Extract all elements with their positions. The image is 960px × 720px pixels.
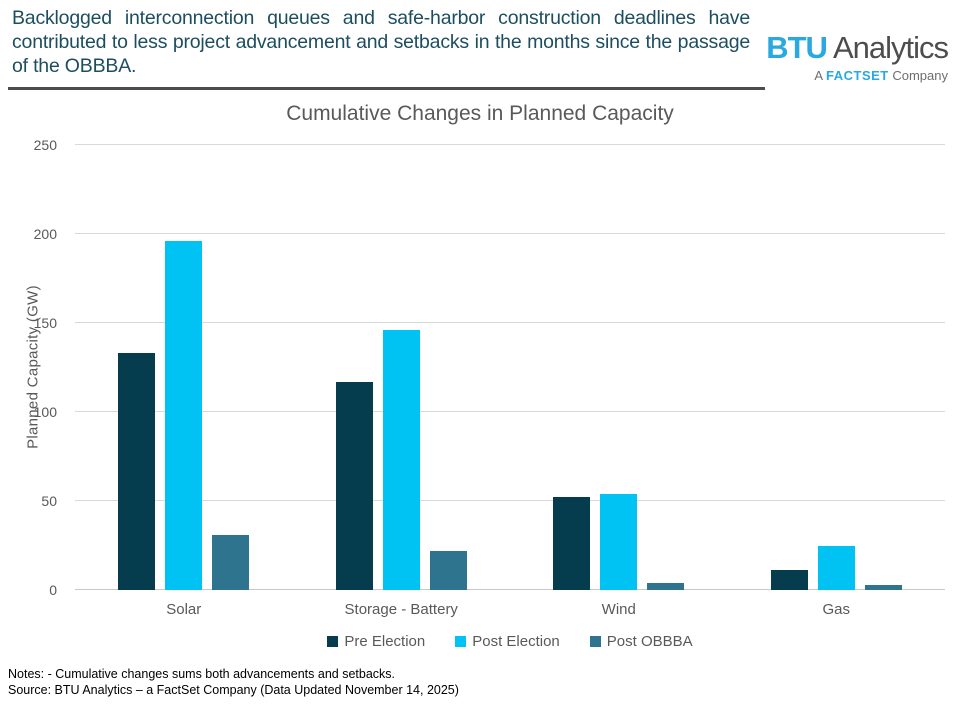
- chart-title: Cumulative Changes in Planned Capacity: [286, 102, 674, 125]
- bar-post-obbba-solar: [212, 534, 250, 590]
- legend-swatch-icon: [327, 636, 339, 647]
- logo-tagline-suffix: Company: [892, 68, 948, 83]
- header-divider: [8, 87, 765, 90]
- y-tick-label-150: 150: [33, 315, 57, 331]
- chart-footnotes: Notes: - Cumulative changes sums both ad…: [8, 666, 459, 698]
- bar-group-wind: [510, 145, 728, 590]
- bar-pre-election-solar: [118, 353, 156, 590]
- x-axis-category-labels: Solar Storage - Battery Wind Gas: [75, 601, 945, 618]
- bar-pre-election-wind: [553, 497, 591, 590]
- bar-group-storage-battery: [293, 145, 511, 590]
- chart-legend: Pre Election Post Election Post OBBBA: [75, 633, 945, 650]
- logo-btu-text: BTU: [766, 30, 828, 65]
- y-tick-label-250: 250: [33, 137, 57, 153]
- legend-label: Post Election: [472, 633, 560, 650]
- legend-item-post-election: Post Election: [455, 633, 560, 650]
- legend-label: Pre Election: [344, 633, 426, 650]
- legend-item-pre-election: Pre Election: [327, 633, 425, 650]
- logo-factset-text: FACTSET: [826, 68, 889, 83]
- bar-group-gas: [728, 145, 946, 590]
- source-line: Source: BTU Analytics – a FactSet Compan…: [8, 683, 459, 697]
- bar-pre-election-gas: [770, 570, 808, 590]
- bar-post-election-solar: [165, 241, 203, 590]
- bar-post-obbba-storage-battery: [429, 550, 467, 590]
- notes-line: Notes: - Cumulative changes sums both ad…: [8, 667, 396, 681]
- y-tick-label-50: 50: [41, 493, 57, 509]
- x-label-gas: Gas: [822, 601, 850, 618]
- bar-groups: [75, 145, 945, 590]
- x-label-storage-battery: Storage - Battery: [344, 601, 458, 618]
- bar-post-election-storage-battery: [382, 330, 420, 590]
- gridline-200: [75, 233, 945, 234]
- y-axis-tick-labels: 0 50 100 150 200 250: [0, 137, 65, 598]
- gridline-0: [75, 589, 945, 590]
- btu-analytics-logo: BTU Analytics A FACTSET Company: [766, 30, 949, 83]
- logo-tagline-prefix: A: [814, 68, 823, 83]
- gridline-250: [75, 144, 945, 145]
- legend-label: Post OBBBA: [606, 633, 693, 650]
- y-tick-label-200: 200: [33, 226, 57, 242]
- y-tick-label-100: 100: [33, 404, 57, 420]
- legend-swatch-icon: [589, 636, 601, 647]
- y-axis-title: Planned Capacity (GW): [24, 285, 42, 449]
- legend-swatch-icon: [455, 636, 467, 647]
- x-label-solar: Solar: [166, 601, 202, 618]
- logo-tagline: A FACTSET Company: [814, 68, 948, 83]
- x-label-wind: Wind: [601, 601, 636, 618]
- bar-pre-election-storage-battery: [335, 381, 373, 590]
- bar-post-election-wind: [600, 493, 638, 590]
- bar-post-election-gas: [817, 545, 855, 590]
- bar-post-obbba-gas: [864, 584, 902, 590]
- logo-wordmark: BTU Analytics: [766, 30, 949, 66]
- gridline-50: [75, 500, 945, 501]
- y-tick-label-0: 0: [49, 582, 57, 598]
- gridline-150: [75, 322, 945, 323]
- headline-text: Backlogged interconnection queues and sa…: [12, 7, 750, 77]
- logo-analytics-text: Analytics: [832, 30, 949, 65]
- bar-group-solar: [75, 145, 293, 590]
- gridline-100: [75, 411, 945, 412]
- legend-item-post-obbba: Post OBBBA: [589, 633, 693, 650]
- plot-area: [75, 144, 945, 590]
- bar-post-obbba-wind: [647, 582, 685, 590]
